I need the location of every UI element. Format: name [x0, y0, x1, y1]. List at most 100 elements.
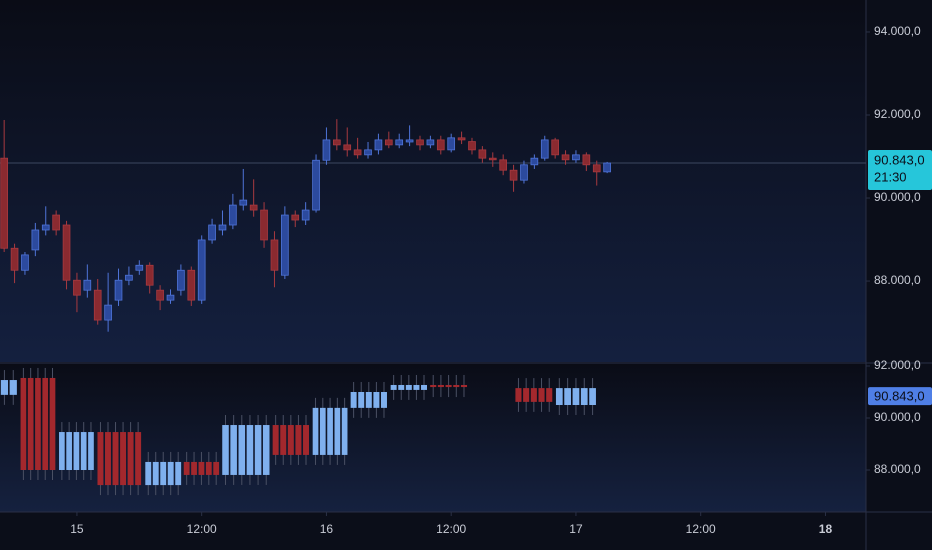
candle-body: [229, 204, 237, 226]
candle-body: [104, 304, 112, 321]
box-column: [213, 461, 220, 475]
y-tick-label: 92.000,0: [874, 358, 921, 372]
box-column: [183, 461, 190, 475]
box-column: [198, 461, 205, 475]
box-column: [238, 425, 246, 475]
box-column: [405, 384, 412, 390]
box-column: [191, 461, 197, 475]
candle-body: [312, 159, 320, 211]
candle-body: [364, 149, 372, 156]
candle-body: [145, 264, 154, 286]
box-column: [460, 384, 468, 388]
candle-body: [499, 159, 508, 171]
box-column: [373, 392, 380, 408]
candle-body: [114, 279, 123, 301]
candle-body: [177, 269, 185, 291]
box-column: [572, 388, 580, 406]
box-column: [272, 425, 279, 455]
box-column: [319, 407, 326, 455]
box-column: [413, 384, 420, 390]
range-box: [0, 370, 17, 405]
box-column: [437, 384, 444, 388]
x-tick-label: 18: [819, 522, 833, 536]
candle-body: [93, 289, 102, 321]
box-column: [160, 461, 167, 486]
box-column: [334, 407, 341, 455]
box-column: [380, 392, 387, 408]
candle-body: [260, 209, 268, 241]
box-column: [287, 425, 294, 455]
y-tick-label: 94.000,0: [874, 24, 921, 38]
range-box: [390, 374, 428, 400]
range-box: [183, 451, 220, 485]
box-column: [88, 432, 94, 471]
box-column: [262, 425, 270, 475]
candle-body: [62, 224, 71, 281]
box-column: [580, 388, 588, 406]
candle-body: [322, 139, 331, 161]
y-tick-label: 90.000,0: [874, 410, 921, 424]
range-box: [350, 382, 387, 418]
range-box: [97, 422, 142, 496]
candle-body: [239, 199, 248, 206]
last-price-label: 90.843,0: [874, 389, 925, 404]
box-column: [135, 432, 142, 486]
box-column: [120, 432, 127, 486]
box-column: [295, 425, 302, 455]
x-tick-label: 12:00: [436, 522, 466, 536]
last-price-badge: [868, 387, 932, 406]
box-column: [205, 461, 212, 475]
range-box: [312, 397, 348, 465]
box-column: [327, 407, 333, 455]
box-column: [66, 432, 72, 471]
candle-body: [291, 214, 300, 221]
candle-body: [551, 139, 559, 156]
candle-body: [572, 154, 580, 161]
candle-body: [83, 279, 92, 291]
box-column: [73, 432, 80, 471]
box-column: [80, 432, 87, 471]
candle-body: [21, 254, 29, 271]
countdown-label: 21:30: [874, 169, 907, 184]
candle-body: [41, 224, 50, 231]
candle-body: [468, 141, 476, 151]
range-box: [59, 422, 94, 481]
box-column: [167, 461, 174, 486]
x-tick-label: 17: [569, 522, 583, 536]
box-column: [0, 380, 9, 395]
candle-body: [416, 139, 424, 146]
y-tick-label: 90.000,0: [874, 190, 921, 204]
candle-body: [520, 164, 528, 181]
candle-body: [0, 157, 8, 249]
last-price-badge: [868, 150, 932, 191]
range-box: [430, 374, 468, 398]
box-column: [350, 392, 357, 408]
box-column: [538, 388, 545, 402]
candle-body: [249, 204, 258, 211]
box-column: [59, 432, 65, 471]
x-tick-label: 12:00: [187, 522, 217, 536]
range-box: [222, 415, 270, 485]
candle-body: [208, 224, 216, 241]
box-column: [523, 388, 530, 402]
candle-body: [31, 229, 40, 251]
box-column: [398, 384, 405, 390]
candle-body: [333, 139, 341, 146]
box-column: [97, 432, 104, 486]
candle-body: [530, 157, 539, 166]
box-column: [49, 377, 56, 471]
candle-body: [592, 164, 601, 173]
box-column: [546, 388, 553, 402]
range-box: [145, 451, 182, 496]
candle-body: [488, 157, 497, 161]
y-tick-label: 92.000,0: [874, 107, 921, 121]
x-tick-label: 15: [70, 522, 84, 536]
box-column: [365, 392, 372, 408]
x-tick-label: 12:00: [686, 522, 716, 536]
candle-body: [478, 149, 487, 159]
candle-body: [582, 154, 591, 166]
box-column: [145, 461, 152, 486]
x-tick-label: 16: [320, 522, 334, 536]
box-column: [230, 425, 237, 475]
